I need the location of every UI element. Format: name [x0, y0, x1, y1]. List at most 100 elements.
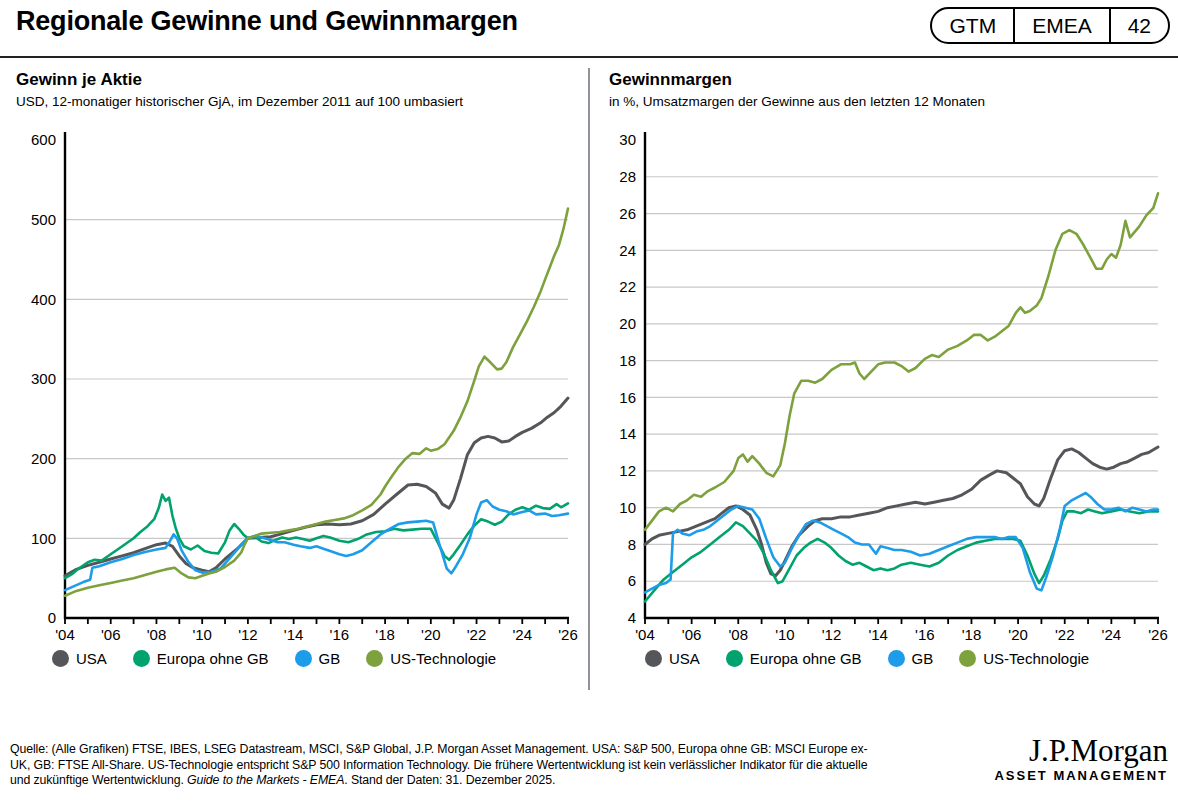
legend-label: GB	[319, 650, 341, 667]
x-tick-label: '14	[284, 626, 304, 643]
legend-label: GB	[912, 650, 934, 667]
y-tick-label: 200	[31, 450, 56, 467]
legend-dot-usa	[645, 650, 662, 667]
source-line-3: und zukünftige Wertentwicklung. Guide to…	[10, 773, 960, 789]
series-line-tech	[645, 193, 1158, 530]
y-tick-label: 30	[619, 131, 636, 148]
x-tick-label: '04	[635, 626, 655, 643]
legend-item-usa: USA	[645, 650, 700, 667]
y-tick-label: 500	[31, 211, 56, 228]
gridlines	[65, 220, 568, 539]
legend-dot-europe	[133, 650, 150, 667]
x-tick-label: '04	[55, 626, 75, 643]
y-tick-label: 0	[48, 609, 56, 626]
x-tick-label: '06	[682, 626, 702, 643]
x-axis-labels: '04 '06 '08 '10 '12 '14 '16 '18 '20 '22 '24 '26	[635, 618, 1168, 643]
source-line-3-post: . Stand der Daten: 31. Dezember 2025.	[344, 773, 555, 787]
y-tick-label: 400	[31, 291, 56, 308]
legend-item-europe: Europa ohne GB	[726, 650, 862, 667]
chart-title-margins: Gewinnmargen	[609, 70, 732, 90]
panel-gewinn-je-aktie: Gewinn je Aktie USD, 12-monatiger histor…	[0, 66, 585, 691]
x-tick-label: '24	[1102, 626, 1122, 643]
x-tick-label: '08	[728, 626, 748, 643]
y-tick-label: 24	[619, 242, 636, 259]
margins-line-chart: 4681012141618202224262830'04'06'08'10'12…	[593, 118, 1178, 648]
y-tick-label: 20	[619, 315, 636, 332]
y-tick-label: 6	[628, 572, 636, 589]
y-tick-label: 300	[31, 370, 56, 387]
legend-dot-europe	[726, 650, 743, 667]
guide-to-the-markets-label: Guide to the Markets - EMEA	[187, 773, 344, 787]
source-line-3-pre: und zukünftige Wertentwicklung.	[10, 773, 187, 787]
page-title: Regionale Gewinne und Gewinnmargen	[16, 6, 518, 37]
legend-label: USA	[76, 650, 107, 667]
series-line-usa	[65, 398, 568, 576]
legend-dot-usa	[52, 650, 69, 667]
asset-management-label: ASSET MANAGEMENT	[994, 768, 1168, 783]
x-tick-label: '26	[558, 626, 578, 643]
panel-gewinnmargen: Gewinnmargen in %, Umsatzmargen der Gewi…	[593, 66, 1178, 691]
legend-label: Europa ohne GB	[750, 650, 862, 667]
x-tick-label: '16	[330, 626, 350, 643]
y-tick-label: 26	[619, 205, 636, 222]
y-tick-label: 10	[619, 499, 636, 516]
source-line-1: Quelle: (Alle Grafiken) FTSE, IBES, LSEG…	[10, 742, 960, 758]
x-tick-label: '24	[512, 626, 532, 643]
gridlines	[645, 177, 1158, 581]
series-line-europe	[645, 510, 1158, 602]
legend-item-europe: Europa ohne GB	[133, 650, 269, 667]
x-tick-label: '08	[147, 626, 167, 643]
x-tick-label: '18	[962, 626, 982, 643]
legend-dot-gb	[888, 650, 905, 667]
panel-divider	[588, 68, 590, 690]
badge-gtm: GTM	[932, 9, 1013, 42]
badge-page-number: 42	[1109, 9, 1168, 42]
jpmorgan-logo: J.P.Morgan ASSET MANAGEMENT	[994, 735, 1168, 783]
eps-line-chart: 0100200300400500600'04'06'08'10'12'14'16…	[0, 118, 585, 648]
jpmorgan-wordmark: J.P.Morgan	[994, 735, 1168, 767]
chart-subtitle-margins: in %, Umsatzmargen der Gewinne aus den l…	[609, 94, 985, 109]
y-axis-labels: 0 100 200 300 400 500 600	[31, 131, 56, 626]
x-tick-label: '10	[192, 626, 212, 643]
y-tick-label: 12	[619, 462, 636, 479]
legend-eps: USA Europa ohne GB GB US-Technologie	[52, 650, 496, 667]
y-tick-label: 100	[31, 530, 56, 547]
legend-label: US-Technologie	[983, 650, 1089, 667]
source-line-2: UK, GB: FTSE All-Share. US-Technologie e…	[10, 758, 960, 774]
x-axis-labels: '04'06'08'10'12'14'16'18'20'22'24'26	[55, 618, 578, 643]
legend-item-gb: GB	[295, 650, 341, 667]
legend-dot-tech	[366, 650, 383, 667]
slide: Regionale Gewinne und Gewinnmargen GTM E…	[0, 0, 1178, 801]
y-tick-label: 28	[619, 168, 636, 185]
x-tick-label: '20	[1008, 626, 1028, 643]
y-tick-label: 8	[628, 536, 636, 553]
legend-label: USA	[669, 650, 700, 667]
gtm-badge: GTM EMEA 42	[930, 7, 1170, 44]
x-tick-label: '20	[421, 626, 441, 643]
y-tick-label: 16	[619, 389, 636, 406]
x-tick-label: '10	[775, 626, 795, 643]
legend-label: US-Technologie	[390, 650, 496, 667]
y-axis-labels: 4681012141618202224262830	[619, 131, 636, 626]
x-tick-label: '12	[822, 626, 842, 643]
legend-item-tech: US-Technologie	[366, 650, 496, 667]
chart-subtitle-eps: USD, 12-monatiger historischer GjA, im D…	[16, 94, 463, 109]
x-tick-label: '16	[915, 626, 935, 643]
legend-item-usa: USA	[52, 650, 107, 667]
x-tick-label: '06	[101, 626, 121, 643]
x-tick-label: '22	[467, 626, 487, 643]
y-tick-label: 14	[619, 425, 636, 442]
badge-region: EMEA	[1013, 9, 1109, 42]
source-note: Quelle: (Alle Grafiken) FTSE, IBES, LSEG…	[10, 742, 960, 789]
series-line-usa	[645, 447, 1158, 576]
legend-item-tech: US-Technologie	[959, 650, 1089, 667]
legend-dot-tech	[959, 650, 976, 667]
chart-title-eps: Gewinn je Aktie	[16, 70, 142, 90]
x-tick-label: '14	[868, 626, 888, 643]
legend-label: Europa ohne GB	[157, 650, 269, 667]
x-tick-label: '26	[1148, 626, 1168, 643]
legend-margins: USA Europa ohne GB GB US-Technologie	[645, 650, 1089, 667]
x-tick-label: '22	[1055, 626, 1075, 643]
y-tick-label: 18	[619, 352, 636, 369]
y-tick-label: 600	[31, 131, 56, 148]
